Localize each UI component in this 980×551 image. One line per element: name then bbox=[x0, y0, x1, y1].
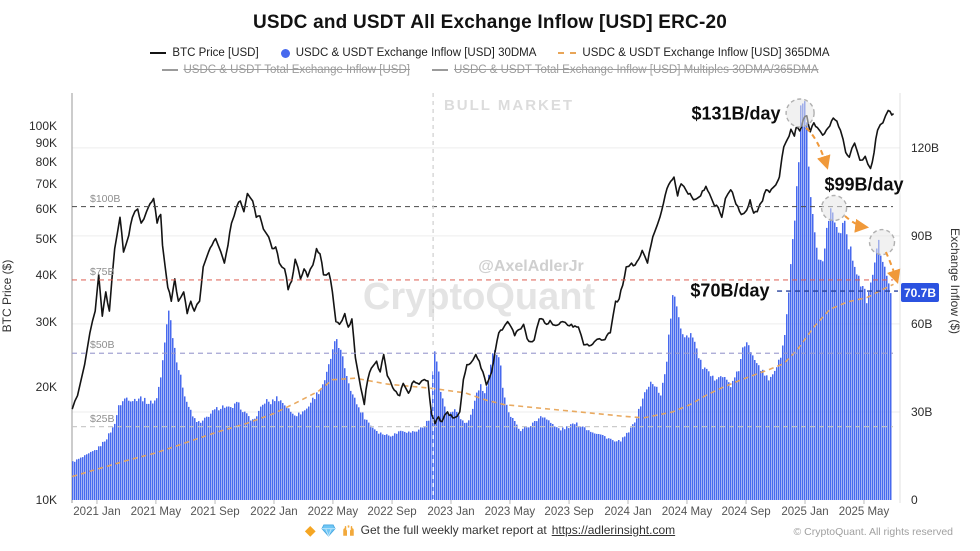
series-btc-price-line bbox=[71, 109, 895, 425]
legend-item-label: BTC Price [USD] bbox=[172, 47, 259, 59]
legend-item[interactable]: USDC & USDT Total Exchange Inflow [USD] … bbox=[431, 64, 819, 76]
legend-dash-marker bbox=[558, 52, 577, 54]
footer-report-line: ◆ Get the full weekly market report at h… bbox=[0, 523, 980, 537]
orange-diamond-icon: ◆ bbox=[304, 522, 316, 538]
gem-icon bbox=[321, 523, 336, 537]
annotation-arrow-3 bbox=[884, 251, 901, 284]
page-title: USDC and USDT All Exchange Inflow [USD] … bbox=[252, 12, 728, 33]
watermark-bull-market: BULL MARKET bbox=[443, 97, 575, 114]
legend-item[interactable]: BTC Price [USD] bbox=[150, 47, 259, 59]
level-lines bbox=[72, 205, 893, 428]
annotation-arrow-1 bbox=[805, 127, 831, 170]
copyright-text: © CryptoQuant. All rights reserved bbox=[793, 526, 953, 538]
legend-line-marker bbox=[150, 52, 167, 54]
legend-item[interactable]: USDC & USDT Total Exchange Inflow [USD] bbox=[161, 64, 410, 76]
raised-hands-icon bbox=[341, 524, 356, 537]
footer-report-text: Get the full weekly market report at bbox=[360, 523, 547, 537]
legend-item[interactable]: USDC & USDT Exchange Inflow [USD] 30DMA bbox=[280, 47, 537, 59]
legend-item-label: USDC & USDT Total Exchange Inflow [USD] … bbox=[453, 64, 819, 76]
legend-item[interactable]: USDC & USDT Exchange Inflow [USD] 365DMA bbox=[558, 47, 830, 59]
watermark-author-handle: @AxelAdlerJr bbox=[478, 258, 584, 275]
legend-line-marker bbox=[431, 69, 448, 71]
legend-item-label: USDC & USDT Total Exchange Inflow [USD] bbox=[183, 64, 410, 76]
highlight-circle-3 bbox=[868, 228, 896, 256]
watermark-brand: CryptoQuant bbox=[362, 276, 596, 318]
highlight-circle-2 bbox=[820, 194, 848, 222]
footer-report-link[interactable]: https://adlerinsight.com bbox=[551, 523, 676, 537]
legend-item-label: USDC & USDT Exchange Inflow [USD] 30DMA bbox=[295, 47, 537, 59]
legend-row-1: BTC Price [USD] USDC & USDT Exchange Infl… bbox=[0, 47, 980, 59]
annotation-arrow-2 bbox=[844, 215, 870, 233]
legend-row-2: USDC & USDT Total Exchange Inflow [USD] U… bbox=[0, 64, 980, 76]
legend-line-marker bbox=[161, 69, 178, 71]
legend-item-label: USDC & USDT Exchange Inflow [USD] 365DMA bbox=[582, 47, 830, 59]
series-inflow-30dma-bars bbox=[72, 101, 892, 501]
highlight-circle-1 bbox=[785, 98, 815, 128]
series-inflow-365dma-line bbox=[71, 283, 894, 478]
legend-dot-marker bbox=[280, 48, 290, 58]
